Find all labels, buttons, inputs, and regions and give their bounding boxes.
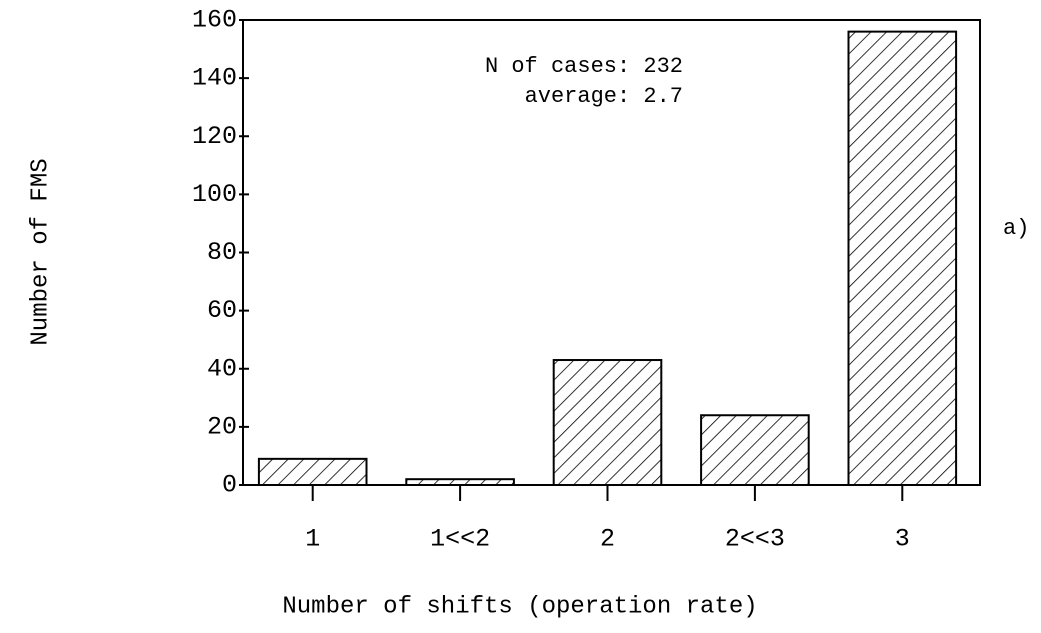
y-tick-label: 80 [207,238,237,267]
y-tick-label: 20 [207,412,237,441]
y-tick-label: 40 [207,354,237,383]
y-tick-label: 120 [192,122,237,151]
annotation: average: 2.7 [525,84,683,109]
bar [700,414,810,486]
y-tick-label: 0 [222,471,237,500]
x-tick-label: 3 [895,525,910,554]
annotation: N of cases: 232 [485,54,683,79]
y-tick-label: 100 [192,180,237,209]
bar [552,359,663,486]
y-axis-label: Number of FMS [27,158,54,345]
bar [847,30,958,486]
y-tick-label: 60 [207,296,237,325]
bar [257,457,368,486]
x-tick-label: 2 [600,525,615,554]
x-tick-label: 1<<2 [430,525,490,554]
bar [405,478,515,486]
x-tick-label: 1 [305,525,320,554]
y-tick-label: 160 [192,6,237,35]
y-tick-label: 140 [192,64,237,93]
panel-label: a) [1003,216,1029,241]
x-tick-label: 2<<3 [725,525,785,554]
x-axis-label: Number of shifts (operation rate) [282,593,757,620]
